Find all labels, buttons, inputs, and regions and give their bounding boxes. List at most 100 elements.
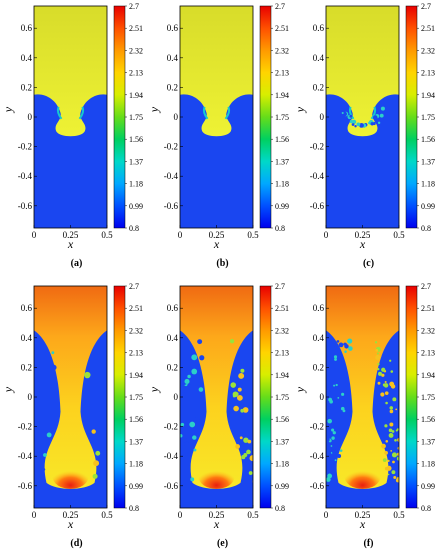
x-tick-label: 0.25 bbox=[63, 230, 79, 240]
density-field bbox=[180, 6, 253, 228]
y-tick-label: 0.6 bbox=[313, 23, 325, 33]
roll-up bbox=[56, 106, 63, 120]
mixing-eddy bbox=[93, 460, 100, 467]
mixing-eddy bbox=[241, 454, 246, 460]
small-scale-feature bbox=[368, 121, 371, 125]
small-scale-feature bbox=[341, 107, 346, 112]
mixing-eddy bbox=[384, 424, 388, 428]
small-scale-feature bbox=[372, 115, 378, 120]
mixing-eddy bbox=[388, 428, 393, 433]
colorbar-label: 2.13 bbox=[421, 349, 435, 358]
x-axis-label: x bbox=[213, 237, 220, 251]
colorbar-label: 1.18 bbox=[129, 460, 143, 469]
mixing-eddy bbox=[377, 367, 380, 371]
y-tick-label: 0.2 bbox=[313, 82, 324, 92]
y-axis-label: y bbox=[1, 106, 15, 113]
y-tick-label: -0.4 bbox=[310, 451, 325, 461]
colorbar-label: 2.32 bbox=[421, 46, 435, 55]
density-field bbox=[180, 286, 253, 508]
colorbar-label: 1.18 bbox=[421, 460, 435, 469]
small-scale-feature bbox=[380, 106, 385, 111]
y-tick-label: 0.4 bbox=[21, 333, 33, 343]
mixing-eddy bbox=[193, 448, 197, 452]
y-tick-label: 0.2 bbox=[21, 82, 32, 92]
y-tick-label: 0.4 bbox=[313, 333, 325, 343]
mixing-eddy bbox=[330, 471, 334, 475]
mixing-eddy bbox=[187, 452, 192, 457]
panel-caption: (d) bbox=[70, 538, 82, 549]
panel-caption: (b) bbox=[216, 258, 228, 269]
x-tick-label: 0 bbox=[324, 510, 329, 520]
x-tick-label: 0.25 bbox=[355, 230, 371, 240]
mixing-eddy bbox=[391, 452, 398, 458]
mixing-eddy bbox=[184, 378, 190, 384]
y-tick-label: 0.4 bbox=[167, 333, 179, 343]
mixing-eddy bbox=[326, 437, 330, 442]
colorbar-label: 0.8 bbox=[129, 504, 139, 513]
mixing-eddy bbox=[180, 433, 183, 438]
mixing-eddy bbox=[191, 354, 198, 361]
mixing-eddy bbox=[374, 341, 378, 344]
mixing-eddy bbox=[199, 355, 205, 361]
mixing-eddy bbox=[336, 340, 340, 343]
y-tick-label: -0.6 bbox=[164, 481, 179, 491]
mixing-eddy bbox=[331, 379, 334, 382]
mixing-eddy bbox=[341, 392, 345, 396]
y-axis-label: y bbox=[147, 106, 161, 113]
colorbar-label: 2.7 bbox=[275, 2, 285, 11]
mixing-eddy bbox=[395, 429, 398, 432]
y-tick-label: 0.6 bbox=[21, 303, 33, 313]
x-axis-label: x bbox=[359, 517, 366, 531]
y-tick-label: 0.2 bbox=[313, 362, 324, 372]
colorbar-label: 2.32 bbox=[421, 326, 435, 335]
y-tick-label: 0 bbox=[174, 112, 179, 122]
mixing-eddy bbox=[197, 339, 203, 345]
y-tick-label: 0 bbox=[320, 112, 325, 122]
mixing-eddy bbox=[383, 383, 389, 388]
mixing-eddy bbox=[335, 407, 341, 412]
mixing-eddy bbox=[240, 368, 245, 373]
mixing-eddy bbox=[190, 477, 195, 482]
x-tick-label: 0.5 bbox=[247, 510, 259, 520]
x-tick-label: 0.5 bbox=[101, 510, 113, 520]
density-field bbox=[326, 6, 399, 228]
colorbar-label: 1.94 bbox=[275, 91, 289, 100]
mixing-eddy bbox=[384, 451, 388, 455]
mixing-eddy bbox=[389, 409, 394, 414]
y-tick-label: 0.4 bbox=[167, 53, 179, 63]
y-tick-label: 0.6 bbox=[21, 23, 33, 33]
mixing-eddy bbox=[326, 451, 331, 456]
mixing-eddy bbox=[385, 401, 388, 405]
small-scale-feature bbox=[344, 119, 347, 122]
mixing-eddy bbox=[237, 387, 242, 392]
x-tick-label: 0.25 bbox=[209, 510, 225, 520]
small-scale-feature bbox=[384, 110, 389, 115]
mixing-eddy bbox=[230, 382, 237, 388]
y-tick-label: -0.6 bbox=[18, 201, 33, 211]
colorbar-label: 0.8 bbox=[421, 224, 431, 233]
roll-up bbox=[78, 106, 85, 120]
colorbar-label: 1.18 bbox=[275, 180, 289, 189]
colorbar-label: 0.8 bbox=[129, 224, 139, 233]
mixing-eddy bbox=[395, 478, 399, 483]
mixing-eddy bbox=[395, 408, 398, 411]
mixing-eddy bbox=[180, 422, 185, 427]
mixing-eddy bbox=[382, 458, 387, 462]
colorbar-label: 1.94 bbox=[421, 91, 435, 100]
mixing-eddy bbox=[331, 428, 335, 432]
mixing-eddy bbox=[240, 408, 245, 413]
y-tick-label: -0.6 bbox=[18, 481, 33, 491]
mixing-eddy bbox=[391, 470, 396, 475]
mixing-eddy bbox=[182, 430, 188, 435]
colorbar-label: 1.37 bbox=[275, 437, 289, 446]
y-tick-label: -0.6 bbox=[164, 201, 179, 211]
y-tick-label: -0.2 bbox=[310, 422, 324, 432]
x-tick-label: 0 bbox=[178, 230, 183, 240]
mixing-eddy bbox=[389, 406, 394, 410]
mixing-eddy bbox=[387, 459, 390, 463]
mixing-eddy bbox=[50, 364, 57, 371]
y-tick-label: 0 bbox=[174, 392, 179, 402]
mixing-eddy bbox=[187, 465, 191, 468]
panel-caption: (f) bbox=[364, 538, 374, 549]
small-scale-feature bbox=[352, 119, 357, 124]
